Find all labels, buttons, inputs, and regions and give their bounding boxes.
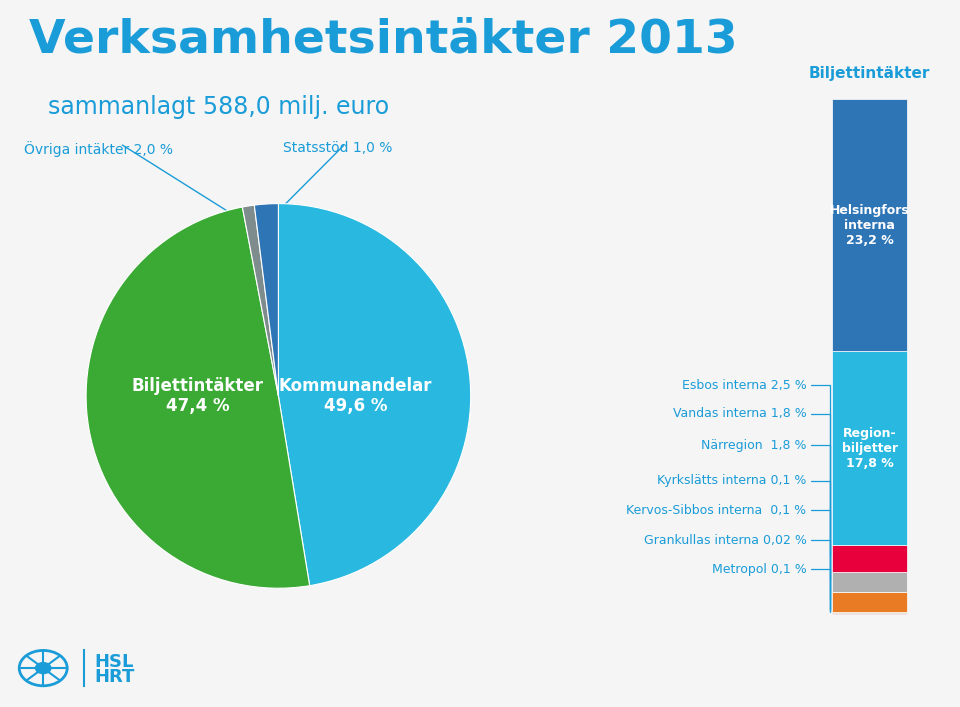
Text: Kervos-Sibbos interna  0,1 %: Kervos-Sibbos interna 0,1 %	[626, 504, 806, 517]
Wedge shape	[242, 205, 278, 396]
Text: HRT: HRT	[94, 668, 134, 686]
Text: Biljettintäkter: Biljettintäkter	[809, 66, 930, 81]
Text: Övriga intäkter 2,0 %: Övriga intäkter 2,0 %	[24, 141, 173, 158]
Bar	[832, 573, 907, 592]
Text: Statsstöd 1,0 %: Statsstöd 1,0 %	[283, 141, 393, 156]
Circle shape	[35, 662, 52, 674]
Text: Verksamhetsintäkter 2013: Verksamhetsintäkter 2013	[29, 18, 737, 63]
Text: Vandas interna 1,8 %: Vandas interna 1,8 %	[673, 407, 806, 420]
Text: Kommunandelar
49,6 %: Kommunandelar 49,6 %	[278, 377, 432, 415]
Text: Kyrkslätts interna 0,1 %: Kyrkslätts interna 0,1 %	[657, 474, 806, 487]
Text: Helsingfors
interna
23,2 %: Helsingfors interna 23,2 %	[829, 204, 910, 247]
Text: sammanlagt 588,0 milj. euro: sammanlagt 588,0 milj. euro	[48, 95, 389, 119]
Text: HSL: HSL	[94, 653, 133, 672]
Text: Närregion  1,8 %: Närregion 1,8 %	[701, 439, 806, 452]
Bar	[832, 612, 907, 613]
Bar	[832, 545, 907, 573]
Text: Metropol 0,1 %: Metropol 0,1 %	[711, 563, 806, 575]
Wedge shape	[278, 204, 470, 585]
Text: Biljettintäkter
47,4 %: Biljettintäkter 47,4 %	[132, 377, 264, 415]
Bar	[832, 614, 907, 615]
Text: Grankullas interna 0,02 %: Grankullas interna 0,02 %	[643, 534, 806, 547]
Text: Esbos interna 2,5 %: Esbos interna 2,5 %	[682, 379, 806, 392]
Bar	[832, 613, 907, 614]
Wedge shape	[254, 204, 278, 396]
Bar	[832, 99, 907, 351]
Bar	[832, 351, 907, 545]
Bar	[832, 592, 907, 612]
Text: Region-
biljetter
17,8 %: Region- biljetter 17,8 %	[842, 427, 898, 470]
Wedge shape	[86, 207, 310, 588]
